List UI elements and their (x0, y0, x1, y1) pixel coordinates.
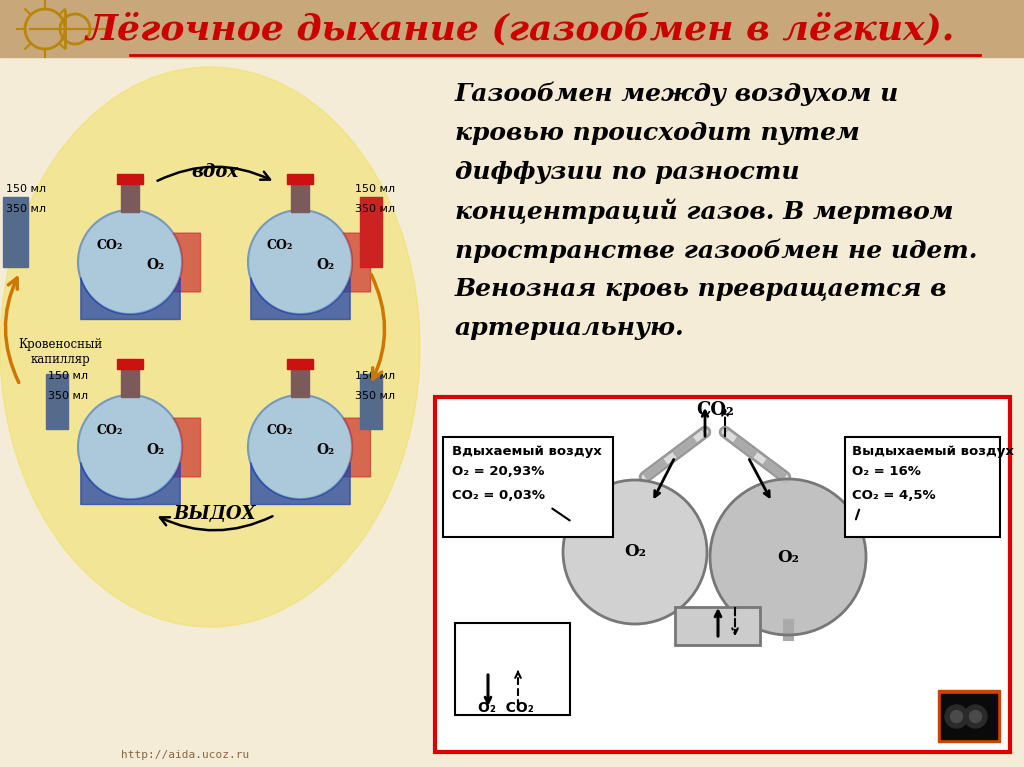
Text: кровью происходит путем: кровью происходит путем (455, 121, 860, 145)
Text: O₂ = 20,93%: O₂ = 20,93% (452, 465, 545, 478)
Text: 150 мл: 150 мл (6, 184, 46, 194)
Text: CO₂ = 4,5%: CO₂ = 4,5% (852, 489, 936, 502)
Text: O₂: O₂ (146, 258, 164, 272)
Text: 150 мл: 150 мл (355, 184, 395, 194)
Circle shape (970, 710, 981, 723)
Circle shape (248, 210, 352, 314)
Text: 350 мл: 350 мл (355, 391, 395, 401)
Circle shape (950, 710, 963, 723)
Text: диффузии по разности: диффузии по разности (455, 160, 800, 184)
Text: Вдыхаемый воздух: Вдыхаемый воздух (452, 445, 602, 458)
Text: O₂: O₂ (316, 443, 334, 457)
Text: 350 мл: 350 мл (48, 391, 88, 401)
Text: CO₂: CO₂ (267, 424, 293, 437)
Circle shape (964, 705, 987, 728)
Bar (435, 397, 1010, 752)
Text: Лёгочное дыхание (газообмен в лёгких).: Лёгочное дыхание (газообмен в лёгких). (85, 12, 954, 46)
Text: ВЫДОХ: ВЫДОХ (174, 505, 256, 523)
FancyArrowPatch shape (5, 278, 18, 383)
Ellipse shape (0, 67, 420, 627)
Bar (46, 374, 68, 429)
Text: 150 мл: 150 мл (48, 371, 88, 381)
Circle shape (78, 210, 182, 314)
Circle shape (563, 480, 707, 624)
Bar (455, 623, 570, 715)
Bar (675, 607, 760, 645)
Bar (938, 690, 1000, 742)
FancyArrowPatch shape (372, 275, 385, 379)
Text: Венозная кровь превращается в: Венозная кровь превращается в (455, 277, 947, 301)
Bar (360, 197, 382, 267)
Text: 150 мл: 150 мл (355, 371, 395, 381)
Bar (287, 174, 313, 184)
Bar (121, 369, 139, 397)
Text: 350 мл: 350 мл (6, 204, 46, 214)
Text: CO₂: CO₂ (97, 424, 123, 437)
Bar (3, 197, 28, 267)
Bar (291, 184, 309, 212)
Bar (117, 174, 143, 184)
Bar (287, 359, 313, 369)
Text: O₂  CO₂: O₂ CO₂ (478, 701, 534, 715)
Bar (121, 184, 139, 212)
Bar (117, 359, 143, 369)
Bar (443, 437, 613, 537)
Text: Выдыхаемый воздух: Выдыхаемый воздух (852, 445, 1014, 458)
Text: Газообмен между воздухом и: Газообмен между воздухом и (455, 82, 899, 107)
Text: O₂: O₂ (146, 443, 164, 457)
Text: O₂: O₂ (316, 258, 334, 272)
Text: CO₂ = 0,03%: CO₂ = 0,03% (452, 489, 545, 502)
Text: http://aida.ucoz.ru: http://aida.ucoz.ru (121, 750, 249, 760)
Text: 350 мл: 350 мл (355, 204, 395, 214)
Bar (675, 607, 760, 645)
Text: O₂: O₂ (777, 548, 799, 565)
Text: CO₂: CO₂ (696, 401, 734, 419)
Bar (291, 369, 309, 397)
Circle shape (78, 395, 182, 499)
FancyArrowPatch shape (160, 516, 272, 530)
Bar (941, 694, 997, 739)
Text: Кровеносный
капилляр: Кровеносный капилляр (17, 338, 102, 366)
Text: вдох: вдох (191, 163, 239, 181)
Text: O₂: O₂ (624, 544, 646, 561)
Bar (845, 437, 1000, 537)
Text: концентраций газов. В мертвом: концентраций газов. В мертвом (455, 199, 953, 225)
Text: CO₂: CO₂ (267, 239, 293, 252)
Text: артериальную.: артериальную. (455, 316, 685, 340)
Circle shape (945, 705, 968, 728)
Text: O₂ = 16%: O₂ = 16% (852, 465, 921, 478)
Text: пространстве газообмен не идет.: пространстве газообмен не идет. (455, 238, 978, 262)
FancyArrowPatch shape (158, 166, 270, 181)
Bar (360, 374, 382, 429)
Text: CO₂: CO₂ (97, 239, 123, 252)
Circle shape (710, 479, 866, 635)
Bar (0, 0, 1024, 57)
Circle shape (248, 395, 352, 499)
